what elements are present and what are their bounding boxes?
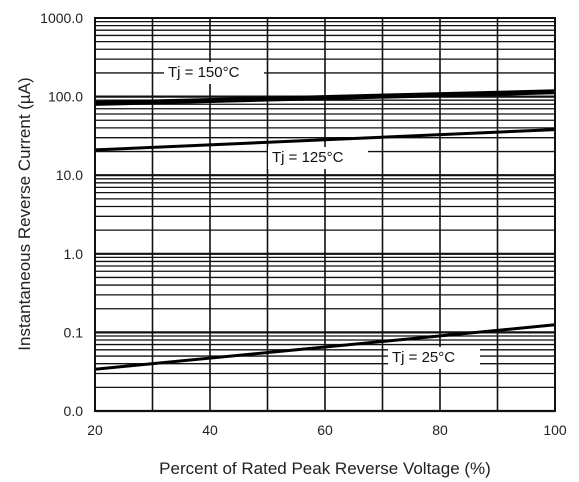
- x-tick-label: 60: [317, 422, 333, 438]
- y-tick-label: 1.0: [64, 246, 84, 262]
- series-label-background: [164, 62, 264, 84]
- series-label-2: Tj = 125°C: [272, 149, 344, 166]
- series-line-1: [94, 89, 556, 106]
- x-tick-label: 80: [432, 422, 448, 438]
- y-tick-label: 0.1: [64, 324, 84, 340]
- series-label-background: [388, 347, 480, 369]
- x-tick-label: 20: [87, 422, 103, 438]
- y-tick-label: 0.0: [64, 403, 84, 419]
- series-labels: Tj = 150°C Tj = 125°C Tj = 25°C: [164, 62, 480, 369]
- series-label-1: Tj = 150°C: [168, 64, 240, 81]
- x-tick-label: 100: [543, 422, 567, 438]
- y-tick-label: 100.0: [48, 89, 83, 105]
- x-axis-label: Percent of Rated Peak Reverse Voltage (%…: [159, 459, 491, 478]
- grid: [94, 18, 556, 413]
- y-tick-label: 10.0: [56, 167, 83, 183]
- series-line-3: [94, 323, 556, 371]
- series-line-2: [94, 128, 556, 152]
- x-tick-label: 40: [202, 422, 218, 438]
- series-label-background: [268, 147, 368, 169]
- series-lines: [94, 89, 556, 371]
- series-label-3: Tj = 25°C: [392, 349, 455, 366]
- y-axis-label: Instantaneous Reverse Current (µA): [15, 77, 34, 350]
- plot-frame: [94, 17, 556, 412]
- y-tick-label: 1000.0: [40, 10, 83, 26]
